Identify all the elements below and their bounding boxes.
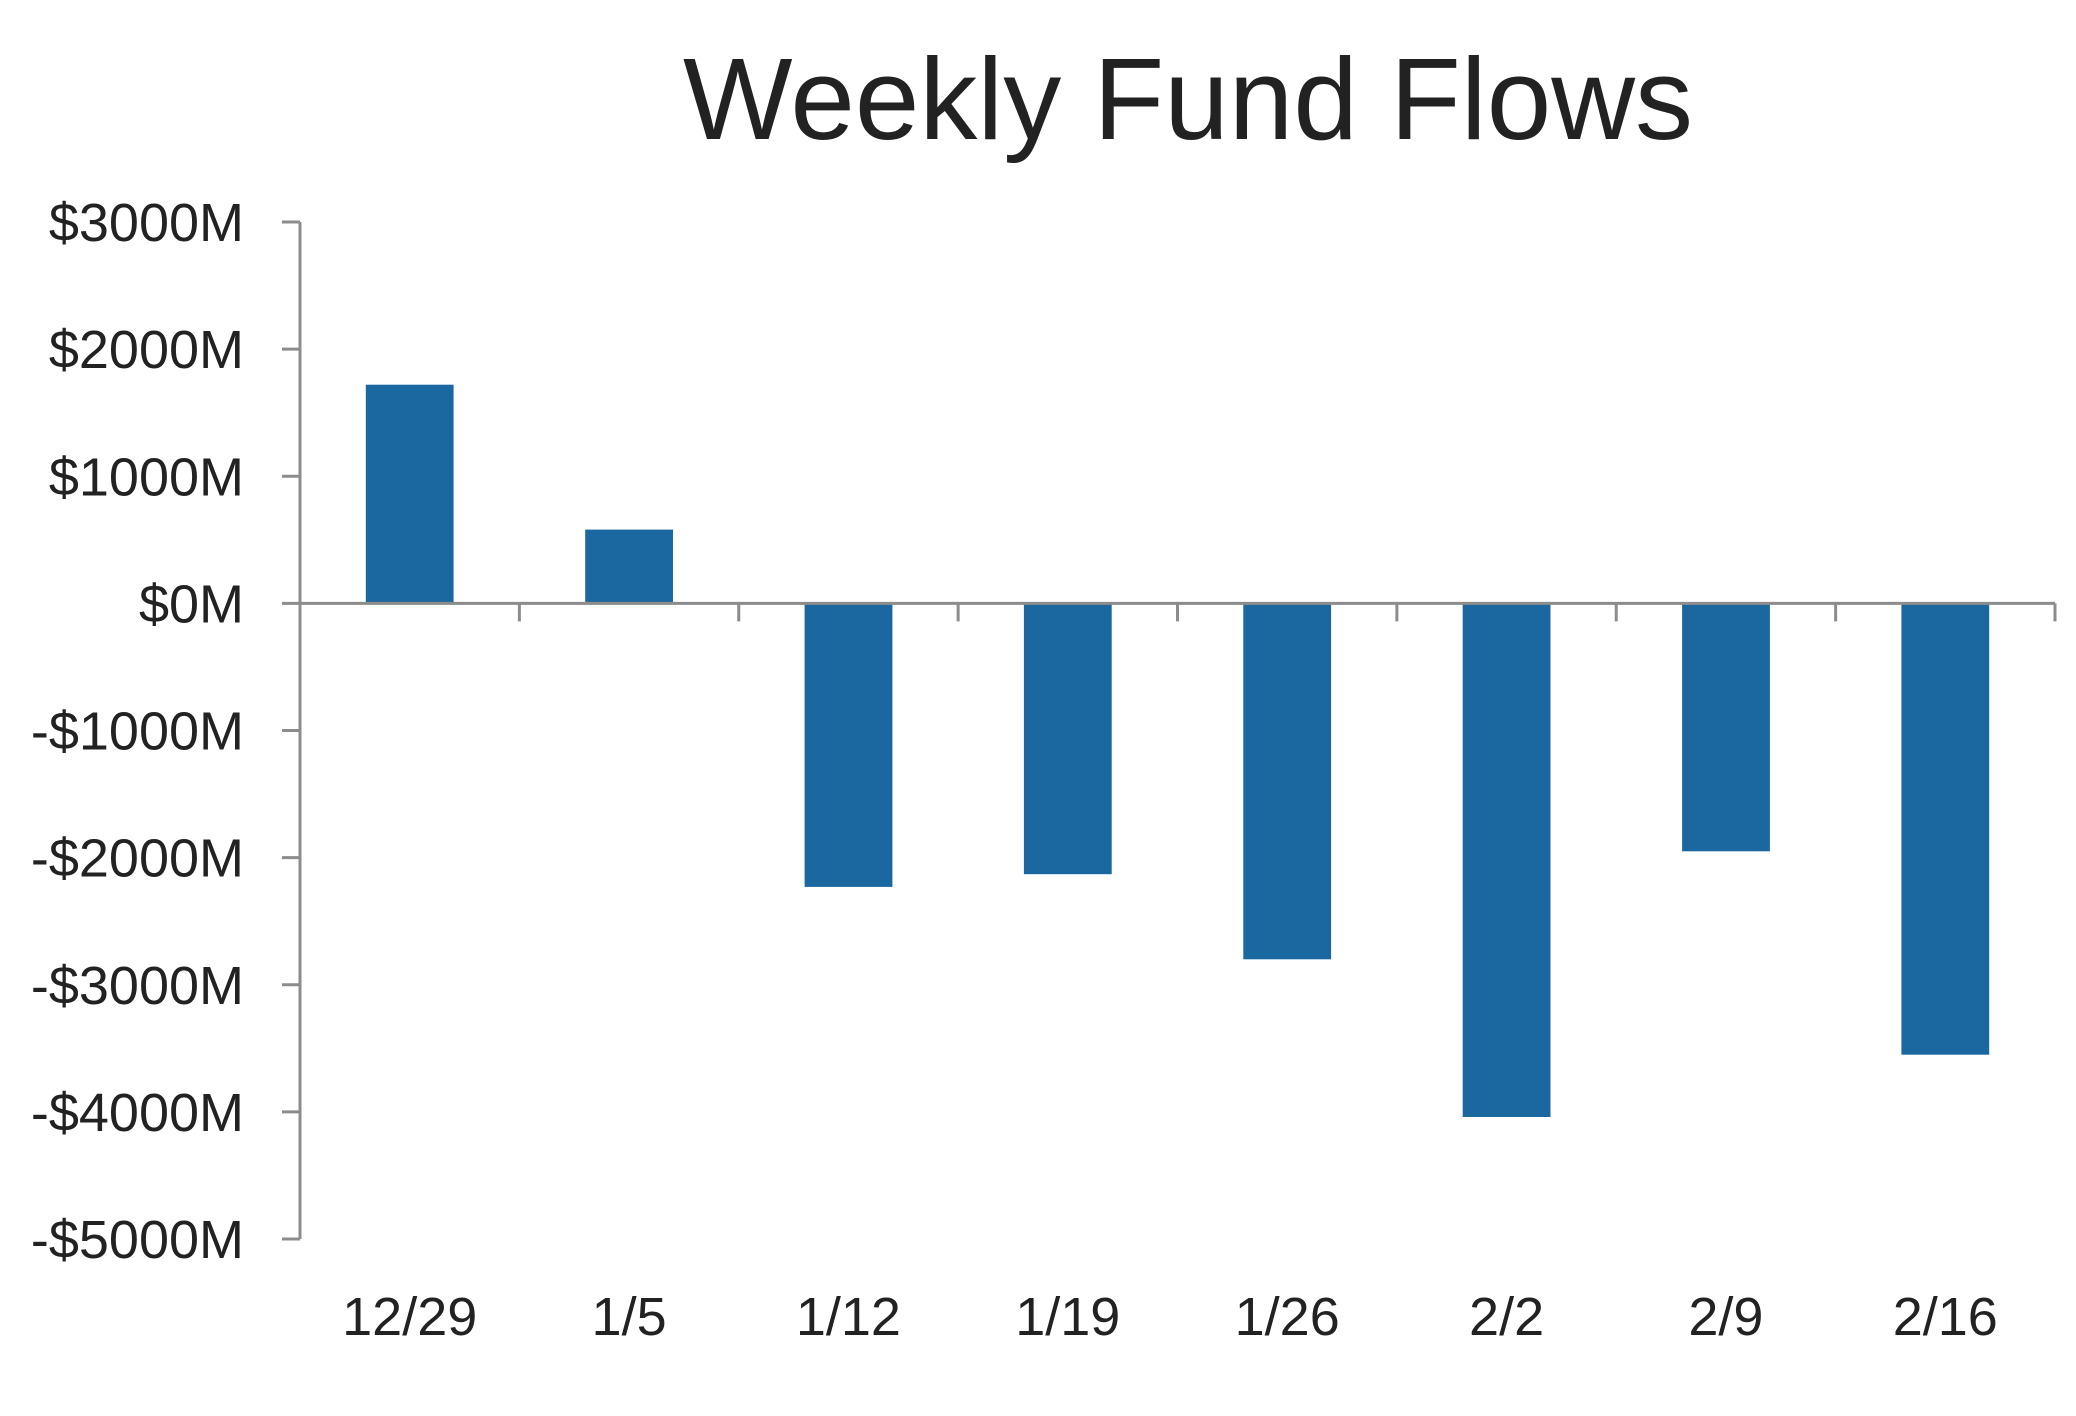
chart-title: Weekly Fund Flows [683,34,1693,164]
bar-1/19 [1023,603,1112,875]
bar-2/2 [1462,603,1551,1117]
x-tick-label: 2/9 [1688,1287,1763,1347]
y-tick-label: $0M [139,574,244,634]
axes-layer [282,220,2057,1241]
x-tick-label: 1/5 [592,1287,667,1347]
x-tick-label: 1/19 [1015,1287,1120,1347]
y-tick-label: $2000M [49,320,244,380]
y-tick-label: -$4000M [31,1083,244,1143]
y-tick-label: -$3000M [31,956,244,1016]
y-tick-label: -$2000M [31,829,244,889]
x-tick-label: 1/12 [796,1287,901,1347]
labels-layer: $3000M $2000M $1000M $0M -$1000M -$2000M -$300… [31,193,1998,1347]
y-tick-label: -$5000M [31,1210,244,1270]
bar-2/9 [1682,603,1770,852]
bar-12/29 [365,384,454,604]
bar-1/12 [804,603,893,887]
x-tick-label: 2/16 [1893,1287,1998,1347]
bar-1/5 [585,529,673,604]
y-tick-label: -$1000M [31,702,244,762]
y-tick-label: $1000M [49,447,244,507]
bar-1/26 [1243,603,1332,960]
y-tick-label: $3000M [49,193,244,253]
x-tick-label: 12/29 [342,1287,477,1347]
x-tick-label: 1/26 [1235,1287,1340,1347]
x-tick-label: 2/2 [1469,1287,1544,1347]
bars-layer [365,384,1990,1117]
bar-2/16 [1901,603,1990,1055]
